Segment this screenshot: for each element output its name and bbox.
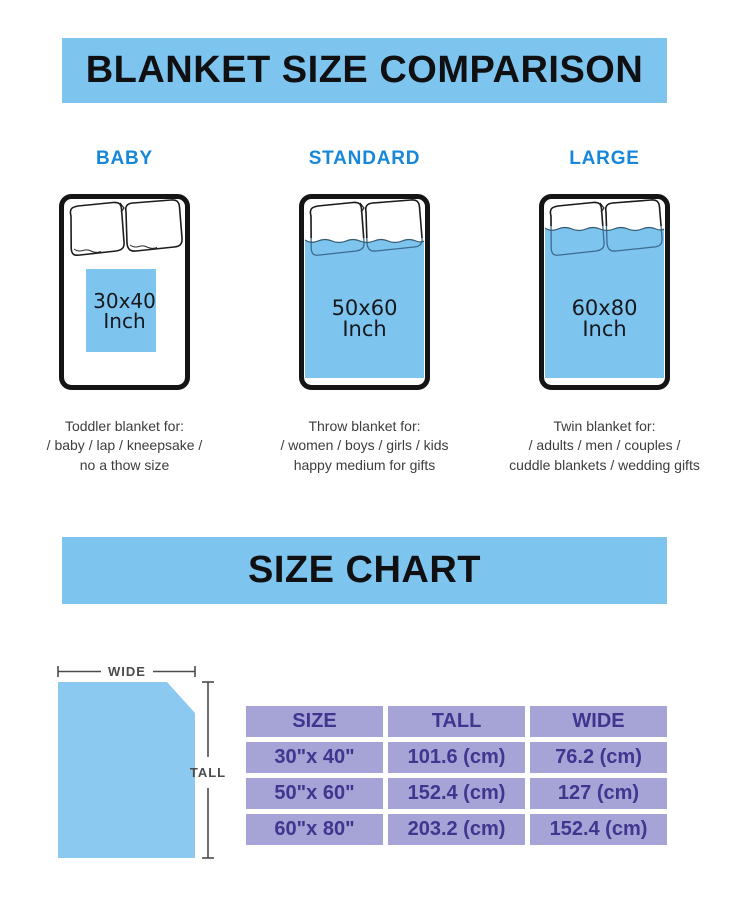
size-column-standard: STANDARD — [258, 148, 472, 475]
blanket-size-value: 50x60 — [331, 296, 398, 320]
table-cell-size: 30"x 40" — [246, 741, 383, 773]
blanket-dimension-diagram: WIDE TALL — [40, 655, 230, 880]
blanket-shape-large — [545, 227, 664, 378]
description-line: cuddle blankets / wedding gifts — [509, 456, 700, 473]
description-line: happy medium for gifts — [293, 456, 436, 473]
table-cell-size: 60"x 80" — [246, 813, 383, 845]
description-standard: Throw blanket for: / women / boys / girl… — [258, 417, 472, 475]
blanket-size-unit: Inch — [582, 317, 627, 342]
bed-illustration-standard: 50x60 Inch — [299, 194, 430, 390]
size-table-header: WIDE — [530, 705, 667, 737]
title-banner: BLANKET SIZE COMPARISON — [62, 38, 667, 103]
size-chart-title: SIZE CHART — [248, 548, 481, 591]
blanket-shape-standard — [305, 239, 424, 378]
blanket-size-label-large: 60x80 Inch — [539, 296, 670, 342]
tall-label: TALL — [190, 765, 226, 780]
size-table-header: SIZE — [246, 705, 383, 737]
blanket-size-value: 60x80 — [571, 296, 638, 320]
size-column-baby: BABY 30x40 Inch — [18, 148, 232, 475]
size-table: SIZE TALL WIDE 30"x 40" 101.6 (cm) 76.2 … — [241, 701, 672, 850]
page-title: BLANKET SIZE COMPARISON — [85, 49, 644, 91]
blanket-size-unit: Inch — [342, 317, 387, 342]
description-line: Toddler blanket for: — [64, 418, 185, 434]
size-chart-section: WIDE TALL SIZE TALL WIDE 30"x 40" — [0, 655, 729, 880]
table-cell-tall: 152.4 (cm) — [388, 777, 525, 809]
diagram-blanket-shape — [58, 681, 195, 858]
blanket-size-value: 30x40 — [93, 289, 156, 313]
bed-drawing-baby — [59, 194, 190, 390]
description-line: Twin blanket for: — [553, 418, 656, 434]
tall-dimension-line — [202, 681, 214, 859]
bed-illustration-large: 60x80 Inch — [539, 194, 670, 390]
description-baby: Toddler blanket for: / baby / lap / knee… — [18, 417, 232, 475]
table-cell-size: 50"x 60" — [246, 777, 383, 809]
size-table-header-row: SIZE TALL WIDE — [246, 705, 667, 737]
table-cell-wide: 76.2 (cm) — [530, 741, 667, 773]
size-chart-banner: SIZE CHART — [62, 536, 667, 604]
table-row: 50"x 60" 152.4 (cm) 127 (cm) — [246, 777, 667, 809]
size-table-header: TALL — [388, 705, 525, 737]
size-comparison-columns: BABY 30x40 Inch — [0, 148, 729, 475]
description-line: Throw blanket for: — [308, 418, 421, 434]
blanket-size-label-standard: 50x60 Inch — [299, 296, 430, 342]
table-cell-tall: 101.6 (cm) — [388, 741, 525, 773]
column-label-large: LARGE — [569, 148, 640, 169]
blanket-size-unit: Inch — [103, 309, 146, 334]
size-column-large: LARGE — [498, 148, 712, 475]
table-row: 30"x 40" 101.6 (cm) 76.2 (cm) — [246, 741, 667, 773]
blanket-size-label-baby: 30x40 Inch — [59, 291, 190, 332]
column-label-baby: BABY — [95, 148, 154, 169]
description-line: / women / boys / girls / kids — [280, 437, 449, 454]
wide-dimension-line — [57, 665, 196, 677]
bed-drawing-standard — [299, 194, 430, 390]
bed-illustration-baby: 30x40 Inch — [59, 194, 190, 390]
column-label-standard: STANDARD — [308, 148, 421, 169]
table-row: 60"x 80" 203.2 (cm) 152.4 (cm) — [246, 813, 667, 845]
description-line: no a thow size — [79, 456, 170, 473]
table-cell-wide: 127 (cm) — [530, 777, 667, 809]
blanket-shape-baby — [86, 269, 156, 352]
description-large: Twin blanket for: / adults / men / coupl… — [498, 417, 712, 475]
table-cell-tall: 203.2 (cm) — [388, 813, 525, 845]
description-line: / baby / lap / kneepsake / — [46, 437, 203, 454]
description-line: / adults / men / couples / — [528, 437, 681, 454]
bed-drawing-large — [539, 194, 670, 390]
wide-label: WIDE — [108, 664, 146, 679]
table-cell-wide: 152.4 (cm) — [530, 813, 667, 845]
